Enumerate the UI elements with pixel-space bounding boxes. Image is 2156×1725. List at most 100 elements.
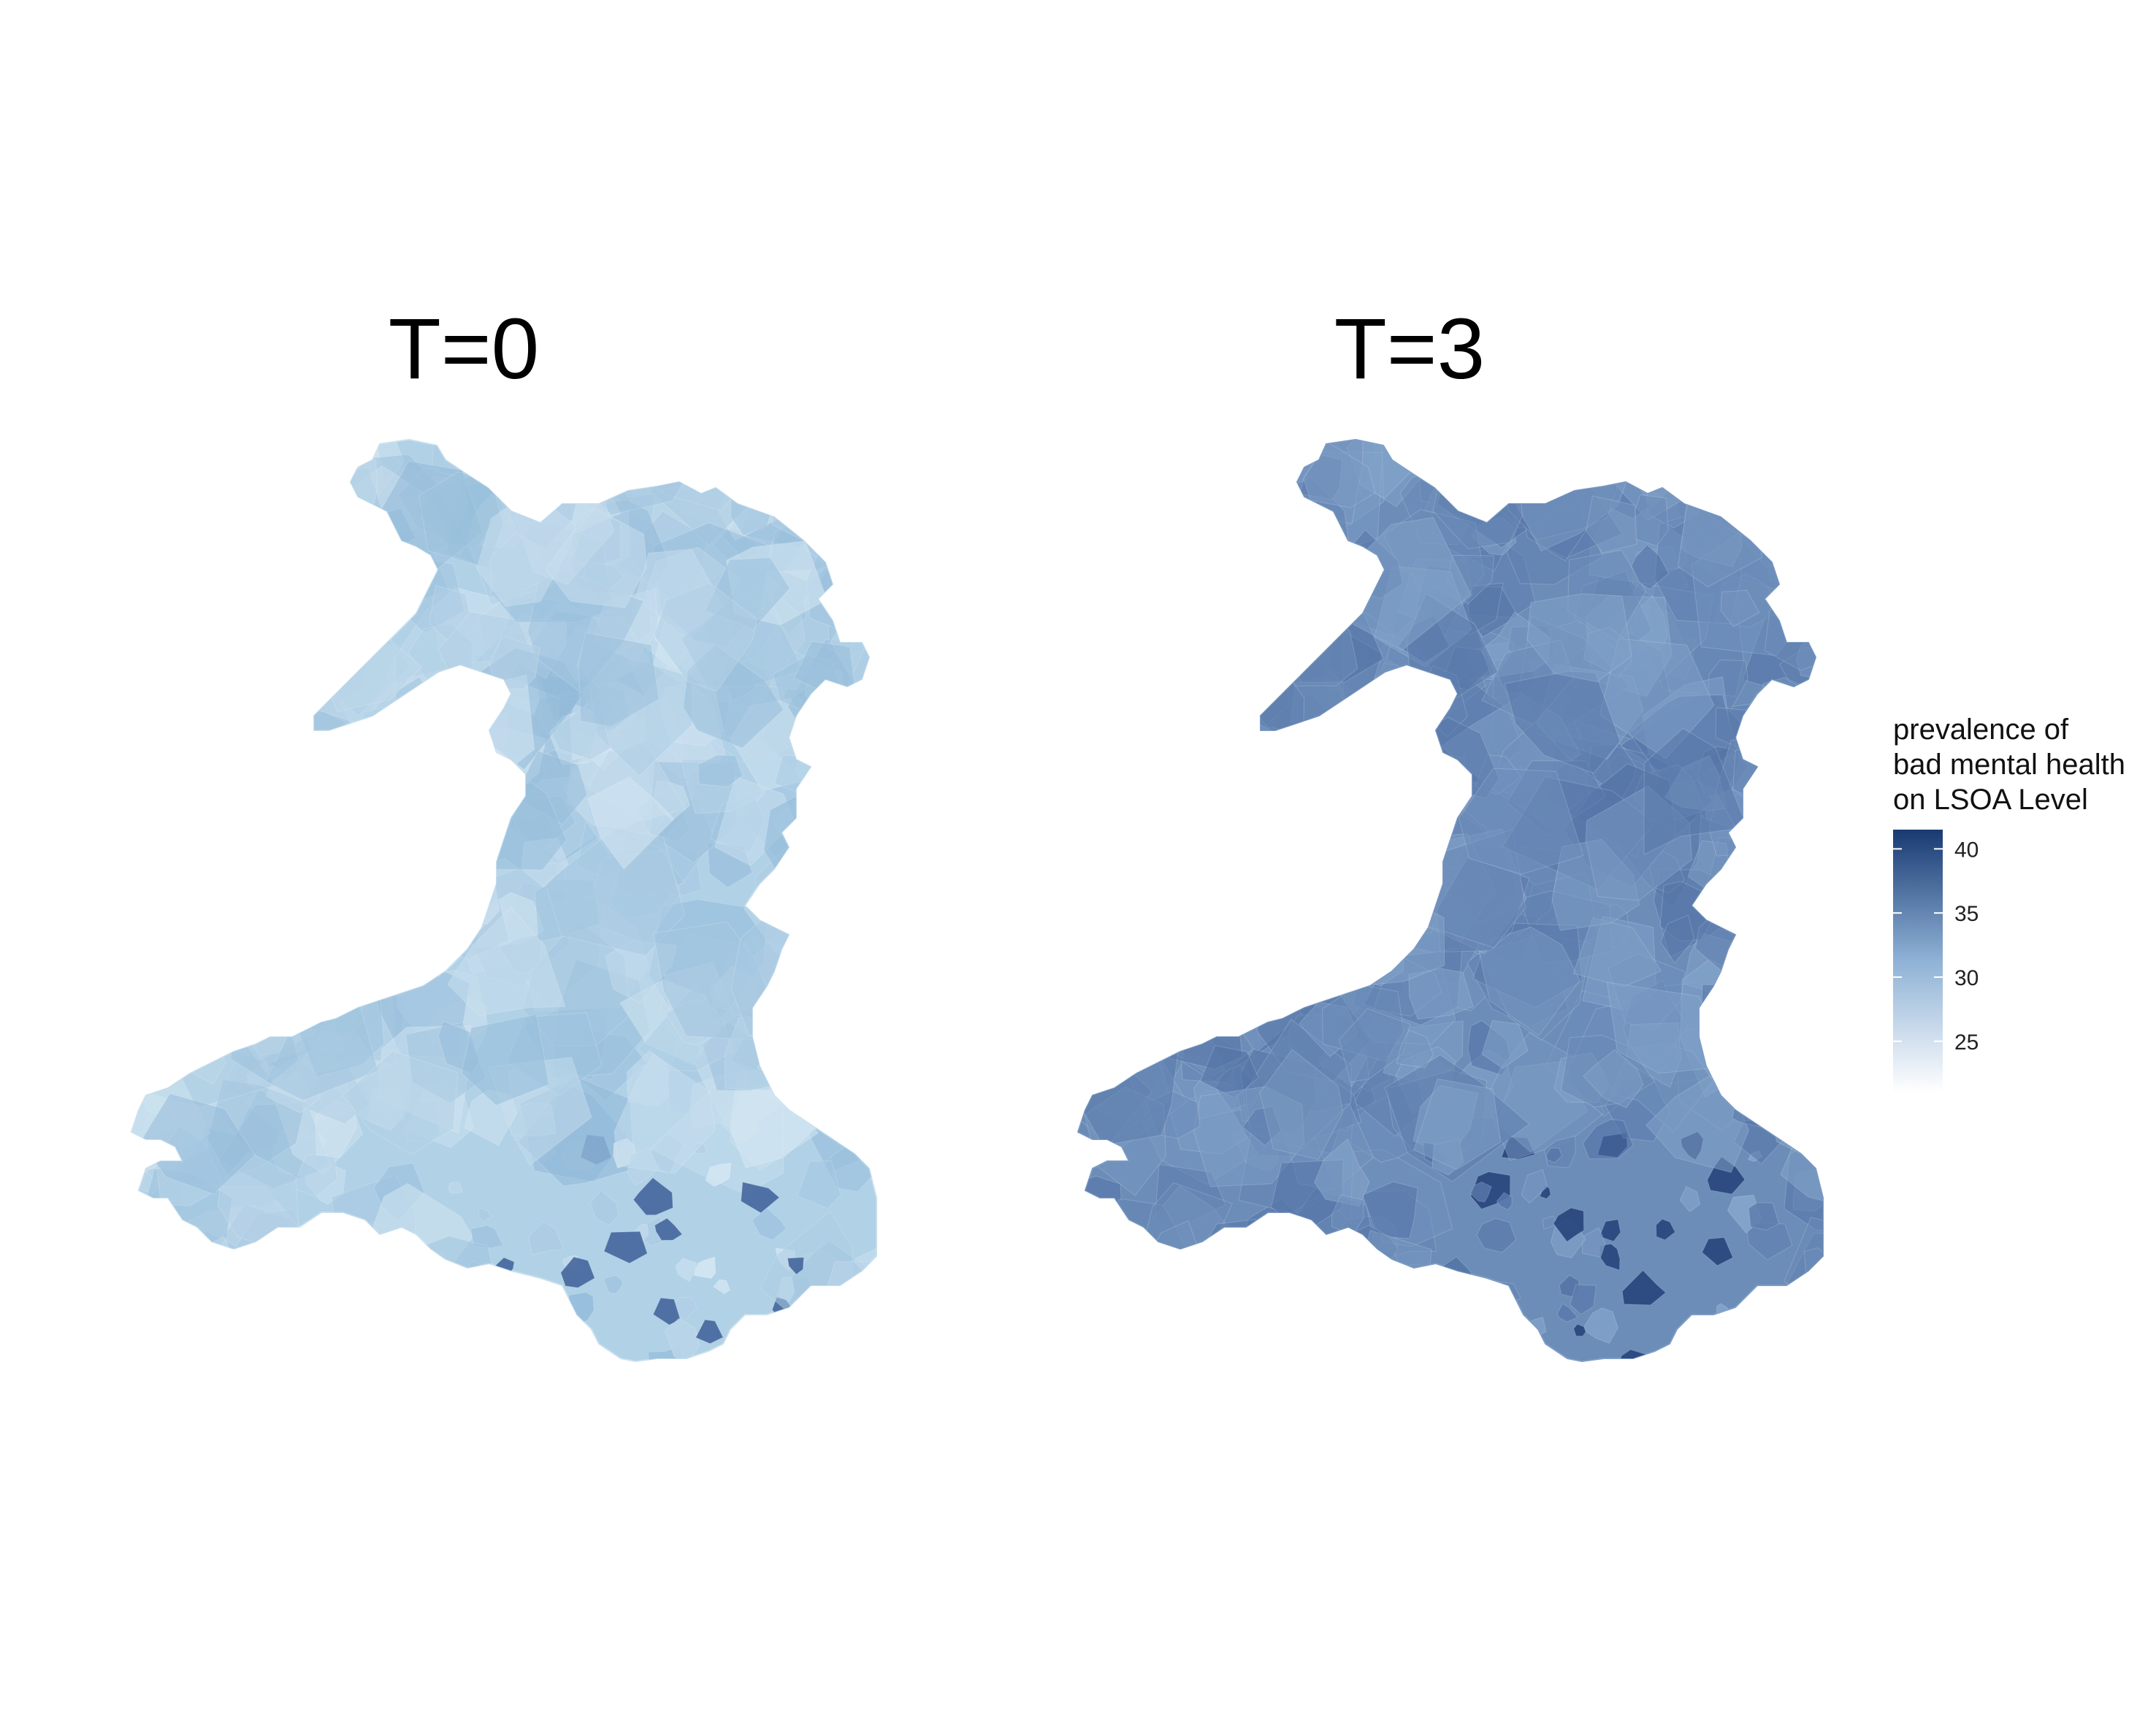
lsoa-area (1770, 1041, 1813, 1071)
lsoa-area (693, 1256, 716, 1280)
lsoa-area (1807, 1296, 1823, 1355)
lsoa-area (204, 470, 286, 565)
lsoa-area (1775, 676, 1823, 782)
lsoa-area (797, 966, 876, 1058)
lsoa-area (1182, 440, 1249, 488)
lsoa-area (513, 440, 571, 495)
lsoa-area (456, 1326, 472, 1342)
lsoa-area (311, 833, 399, 919)
lsoa-area (713, 1279, 731, 1295)
lsoa-area (1293, 742, 1342, 798)
lsoa-area (1293, 1322, 1384, 1361)
lsoa-area (131, 670, 170, 749)
lsoa-area (274, 887, 316, 932)
legend-tick-label: 35 (1954, 902, 1979, 926)
lsoa-area (1278, 616, 1358, 686)
lsoa-area (1152, 947, 1204, 996)
lsoa-area (1139, 562, 1196, 607)
lsoa-area (827, 471, 876, 565)
map-panel-t0: T=0 (131, 301, 877, 1362)
lsoa-area (164, 784, 205, 828)
lsoa-area (1205, 668, 1305, 769)
lsoa-area (131, 706, 213, 817)
lsoa-area (1078, 874, 1145, 962)
lsoa-area (1357, 719, 1443, 820)
lsoa-area (1078, 636, 1115, 719)
lsoa-area (1737, 1047, 1798, 1124)
lsoa-area (264, 451, 304, 498)
lsoa-area (239, 440, 294, 478)
lsoa-area (1078, 1020, 1180, 1147)
lsoa-area (162, 1329, 222, 1361)
lsoa-area (228, 724, 292, 775)
lsoa-area (1339, 1008, 1411, 1083)
lsoa-area (1078, 1221, 1131, 1290)
lsoa-area (1364, 813, 1426, 862)
lsoa-area (788, 1334, 810, 1357)
lsoa-area (1323, 925, 1373, 977)
lsoa-area (1660, 914, 1695, 964)
lsoa-area (1207, 935, 1275, 1005)
lsoa-area (675, 1258, 697, 1282)
lsoa-area (321, 765, 389, 830)
lsoa-area (537, 440, 619, 480)
lsoa-area (1745, 1222, 1793, 1261)
lsoa-area (1408, 968, 1474, 1020)
lsoa-area (842, 836, 876, 919)
lsoa-area (229, 782, 275, 837)
lsoa-area (131, 891, 179, 959)
lsoa-area (464, 1295, 481, 1311)
lsoa-area (131, 446, 242, 575)
lsoa-area (1217, 969, 1255, 1009)
lsoa-area (1190, 515, 1280, 614)
lsoa-area (1631, 544, 1670, 590)
lsoa-area (131, 494, 215, 602)
lsoa-area (285, 729, 349, 804)
lsoa-area (131, 854, 199, 966)
lsoa-area (1655, 1218, 1676, 1241)
lsoa-area (322, 559, 368, 595)
lsoa-area (131, 1323, 183, 1361)
lsoa-area (1778, 928, 1823, 987)
lsoa-area (1264, 813, 1307, 846)
lsoa-area (470, 1225, 504, 1249)
lsoa-area (724, 1017, 798, 1091)
lsoa-area (795, 1306, 812, 1320)
panel-title-t3: T=3 (1334, 301, 1486, 397)
lsoa-area (290, 1228, 334, 1285)
lsoa-area (1310, 835, 1385, 909)
lsoa-area (1078, 1225, 1127, 1289)
lsoa-area (1765, 457, 1813, 513)
lsoa-area (1128, 725, 1185, 775)
lsoa-area (1437, 1290, 1476, 1329)
lsoa-area (818, 765, 876, 889)
lsoa-area (234, 689, 283, 740)
lsoa-area (1748, 1202, 1780, 1231)
lsoa-area (821, 1319, 876, 1361)
lsoa-area (244, 844, 318, 930)
lsoa-area (270, 780, 358, 867)
lsoa-area (478, 1206, 492, 1223)
lsoa-area (156, 1280, 191, 1323)
lsoa-area (213, 570, 285, 651)
lsoa-area (222, 440, 326, 538)
lsoa-area (272, 517, 362, 614)
lsoa-area (166, 827, 200, 868)
lsoa-area (286, 483, 330, 531)
lsoa-area (1173, 739, 1240, 798)
lsoa-area (1710, 1326, 1744, 1360)
lsoa-area (1599, 1219, 1621, 1242)
lsoa-area (1214, 751, 1257, 797)
lsoa-area (1078, 1263, 1130, 1353)
lsoa-area (1553, 1207, 1585, 1242)
lsoa-area (1481, 1020, 1529, 1069)
lsoa-area (264, 510, 340, 593)
lsoa-area (1101, 857, 1205, 972)
lsoa-area (131, 440, 169, 465)
lsoa-area (248, 1223, 363, 1319)
lsoa-area (177, 951, 286, 1049)
lsoa-area (1078, 1175, 1122, 1215)
lsoa-area (1727, 999, 1808, 1084)
lsoa-area (785, 1350, 817, 1361)
